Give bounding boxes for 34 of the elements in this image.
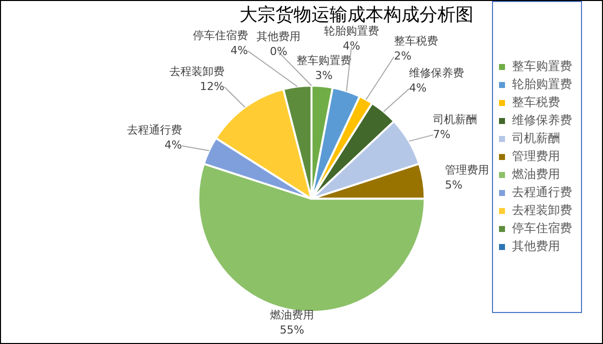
legend-label: 整车购置费 [512,59,572,74]
slice-label: 整车税费 [394,34,438,48]
legend-label: 燃油费用 [512,167,560,182]
slice-label: 去程装卸费 [169,64,224,78]
legend-label: 司机薪酬 [512,131,560,146]
slice-label: 整车购置费 [296,54,352,68]
slice-label: 去程通行费 [126,124,182,137]
data-label: 12% [200,80,224,93]
slice-label: 停车住宿费 [192,28,248,42]
data-label: 4% [342,39,360,52]
chart-title: 大宗货物运输成本构成分析图 [240,4,474,26]
legend-label: 整车税费 [512,95,560,110]
data-label: 2% [394,50,412,63]
slice-label: 轮胎购置费 [324,24,379,38]
data-label: 4% [230,44,248,57]
slice-label: 燃油费用 [270,308,314,322]
slice-label: 管理费用 [445,164,490,177]
legend-label: 其他费用 [512,239,560,254]
slice-label: 维修保养费 [409,66,464,80]
legend-label: 去程通行费 [512,185,572,200]
legend-label: 停车住宿费 [512,221,572,236]
text: 0% [270,44,288,58]
legend-label: 去程装卸费 [512,203,572,218]
data-label: 7% [433,128,450,141]
data-label: 4% [409,82,427,95]
legend-label: 管理费用 [512,149,560,164]
data-label: 4% [164,138,182,152]
slice-label: 司机薪酬 [433,112,478,126]
legend-label: 维修保养费 [512,113,572,128]
legend-label: 轮胎购置费 [512,77,572,92]
data-label: 5% [445,178,462,192]
category-label: 其他费用 [256,30,301,43]
data-label: 55% [280,323,304,336]
data-label: 3% [315,69,333,82]
